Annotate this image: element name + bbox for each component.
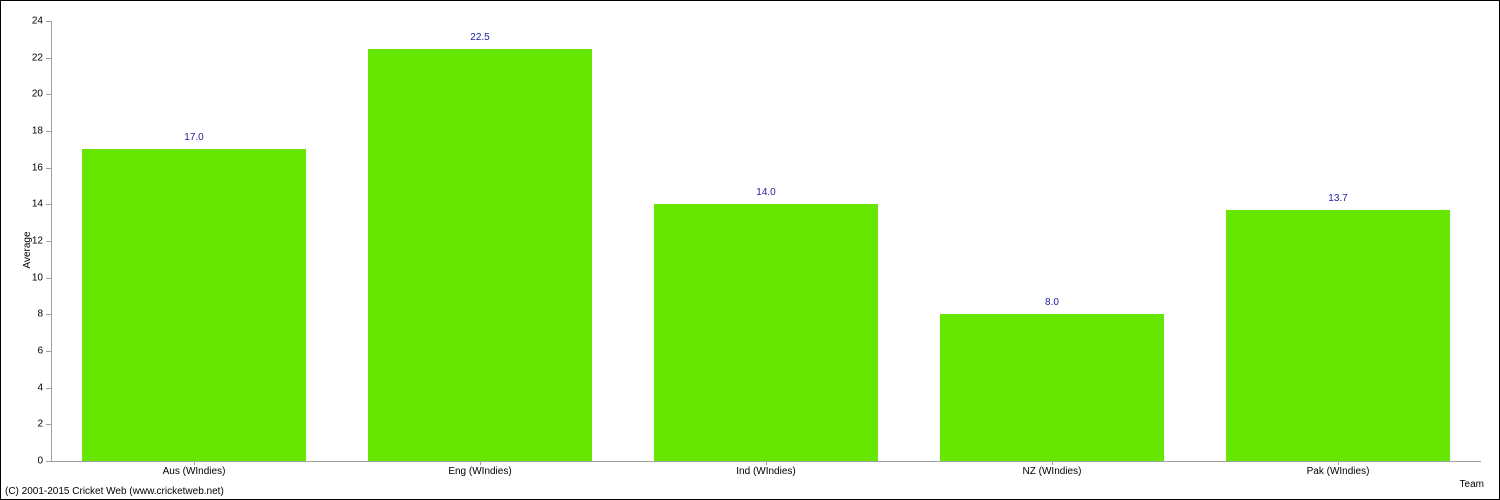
y-tick-label: 14 (32, 199, 43, 210)
y-tick-label: 24 (32, 16, 43, 27)
x-tick-label: NZ (WIndies) (1023, 466, 1082, 477)
y-tick-label: 0 (37, 456, 43, 467)
bar-value-label: 14.0 (756, 187, 775, 198)
y-tick-label: 16 (32, 162, 43, 173)
x-axis-line (51, 461, 1481, 462)
x-tick-label: Eng (WIndies) (448, 466, 511, 477)
y-tick-label: 2 (37, 419, 43, 430)
bar-value-label: 17.0 (184, 132, 203, 143)
x-tick-label: Pak (WIndies) (1307, 466, 1370, 477)
bar-value-label: 13.7 (1328, 193, 1347, 204)
bar-value-label: 22.5 (470, 32, 489, 43)
y-tick-label: 12 (32, 236, 43, 247)
bar (1226, 210, 1449, 461)
y-tick-label: 8 (37, 309, 43, 320)
y-tick-label: 22 (32, 52, 43, 63)
y-tick-label: 6 (37, 346, 43, 357)
chart-container: 024681012141618202224 Average 17.022.514… (0, 0, 1500, 500)
y-tick-label: 18 (32, 126, 43, 137)
x-axis-label: Team (1460, 479, 1484, 490)
y-tick-label: 20 (32, 89, 43, 100)
y-tick-label: 10 (32, 272, 43, 283)
bar (654, 204, 877, 461)
y-tick-label: 4 (37, 382, 43, 393)
plot-area: 17.0 22.5 14.0 8.0 13.7 (51, 21, 1481, 461)
bar (368, 49, 591, 462)
y-axis-label: Average (22, 231, 33, 268)
x-tick-label: Aus (WIndies) (163, 466, 226, 477)
bar (82, 149, 305, 461)
copyright-text: (C) 2001-2015 Cricket Web (www.cricketwe… (5, 486, 224, 497)
bar-value-label: 8.0 (1045, 297, 1059, 308)
bar (940, 314, 1163, 461)
x-tick-label: Ind (WIndies) (736, 466, 795, 477)
